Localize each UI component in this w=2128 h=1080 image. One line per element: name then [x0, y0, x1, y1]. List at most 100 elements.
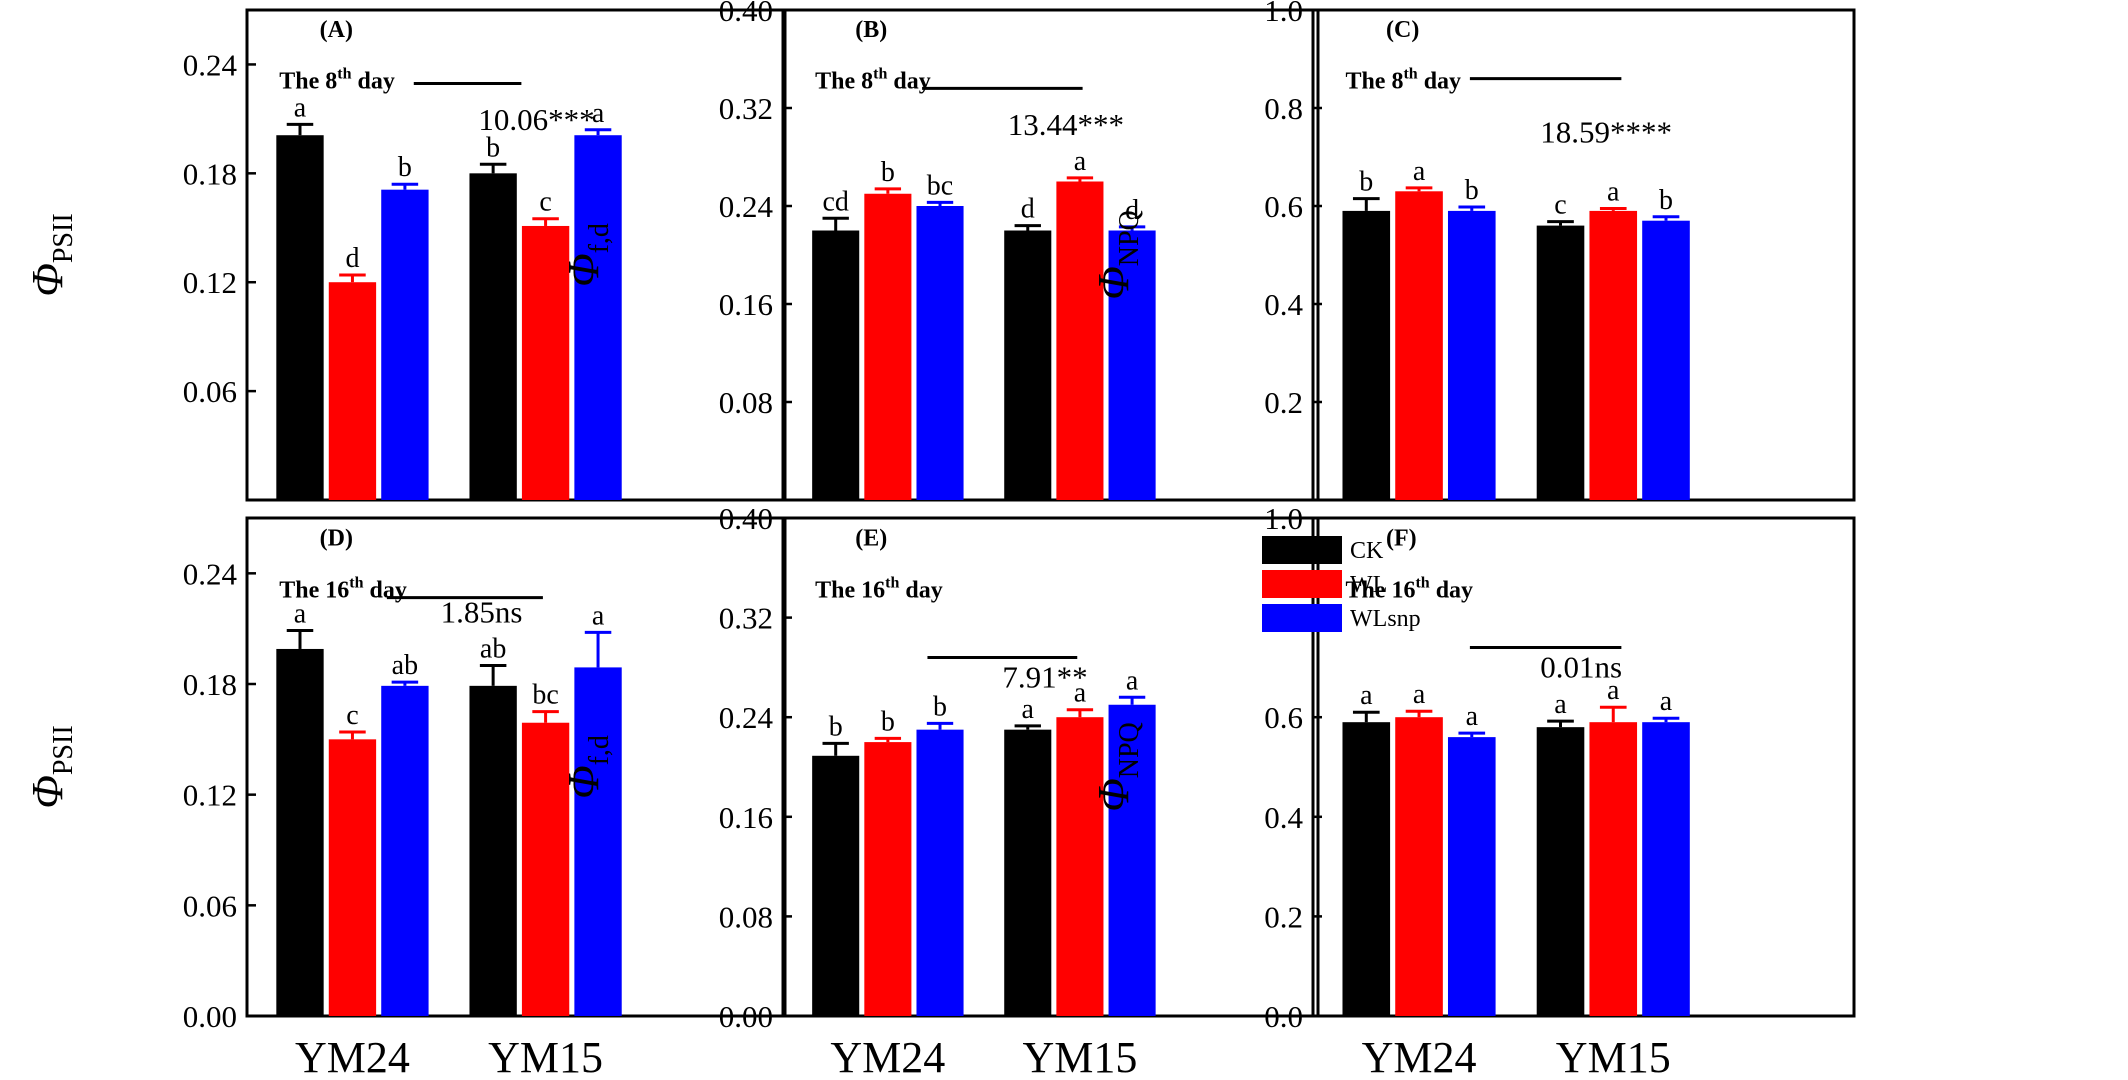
- y-tick-label: 0.6: [1264, 700, 1303, 735]
- bar-ck-ym24: [1342, 722, 1391, 1016]
- x-category-label: YM24: [1362, 1033, 1477, 1080]
- x-category-label: YM15: [1022, 1033, 1137, 1080]
- statistic-label: 7.91**: [1002, 659, 1087, 694]
- bar-ck-ym15: [1536, 727, 1585, 1016]
- day-label: The 16th day: [815, 575, 943, 604]
- significance-letter: a: [1466, 701, 1479, 732]
- legend-swatch-ck: [1262, 536, 1342, 564]
- y-tick-label: 0.06: [183, 374, 237, 409]
- day-label: The 8th day: [1345, 65, 1461, 94]
- y-tick-label: 0.6: [1264, 189, 1303, 224]
- x-category-label: YM15: [1556, 1033, 1671, 1080]
- significance-letter: a: [592, 98, 605, 129]
- y-tick-label: 0.4: [1264, 287, 1303, 322]
- bar-wl-ym15: [1056, 181, 1104, 500]
- bar-ck-ym24: [1342, 210, 1391, 500]
- significance-letter: b: [933, 691, 947, 722]
- x-category-label: YM24: [830, 1033, 945, 1080]
- significance-letter: a: [592, 600, 605, 631]
- legend: CK WL WLsnp: [1262, 536, 1421, 632]
- significance-letter: a: [1607, 176, 1620, 207]
- significance-letter: b: [881, 157, 895, 188]
- y-axis-label-subscript: NPQ: [1114, 722, 1145, 778]
- y-tick-label: 0.40: [719, 501, 773, 536]
- legend-swatch-wl: [1262, 570, 1342, 598]
- y-tick-label: 0.2: [1264, 899, 1303, 934]
- y-tick-label: 0.18: [183, 667, 237, 702]
- y-tick-label: 0.08: [719, 385, 773, 420]
- legend-label: WLsnp: [1350, 606, 1421, 632]
- panel-label: (E): [855, 525, 887, 551]
- y-tick-label: 1.0: [1264, 501, 1303, 536]
- y-tick-label: 0.32: [719, 91, 773, 126]
- y-axis-label-subscript: NPQ: [1114, 210, 1145, 266]
- significance-letter: c: [346, 700, 358, 731]
- significance-letter: a: [294, 599, 307, 630]
- bar-ck-ym15: [1536, 225, 1585, 500]
- y-tick-label: 0.16: [719, 800, 773, 835]
- bar-wl-ym24: [1395, 717, 1443, 1016]
- significance-letter: b: [829, 711, 843, 742]
- bar-wlsnp-ym15: [574, 667, 622, 1016]
- y-tick-label: 0.06: [183, 888, 237, 923]
- legend-swatch-wlsnp: [1262, 604, 1342, 632]
- significance-letter: a: [1554, 689, 1567, 720]
- y-tick-label: 0.0: [1264, 999, 1303, 1034]
- bar-wlsnp-ym24: [381, 685, 429, 1016]
- y-tick-label: 0.16: [719, 287, 773, 322]
- y-tick-label: 0.00: [183, 999, 237, 1034]
- x-category-label: YM15: [488, 1033, 603, 1080]
- y-tick-label: 0.40: [719, 0, 773, 28]
- legend-label: CK: [1350, 538, 1384, 564]
- bar-wl-ym24: [328, 282, 377, 500]
- statistic-label: 1.85ns: [441, 595, 523, 630]
- significance-letter: b: [398, 152, 412, 183]
- y-axis-label-subscript: f,d: [584, 223, 615, 253]
- statistic-label: 0.01ns: [1540, 649, 1622, 684]
- y-tick-label: 0.00: [719, 999, 773, 1034]
- significance-letter: a: [1360, 680, 1373, 711]
- bar-wlsnp-ym24: [381, 189, 429, 500]
- significance-letter: b: [1659, 185, 1673, 216]
- significance-letter: b: [1465, 175, 1479, 206]
- x-category-label: YM24: [295, 1033, 410, 1080]
- y-axis-label-subscript: PSII: [48, 213, 79, 263]
- y-axis-label: ΦPSII: [23, 213, 79, 296]
- panel-label: (D): [320, 525, 353, 551]
- bar-wlsnp-ym15: [1642, 220, 1690, 500]
- significance-letter: c: [1554, 190, 1566, 221]
- bar-ck-ym15: [1004, 230, 1052, 500]
- y-tick-label: 0.24: [719, 189, 774, 224]
- bar-ck-ym15: [1004, 729, 1052, 1016]
- significance-letter: a: [1413, 156, 1426, 187]
- significance-letter: a: [1126, 665, 1139, 696]
- bar-ck-ym24: [276, 135, 324, 500]
- significance-letter: d: [345, 243, 359, 274]
- bar-wlsnp-ym15: [1642, 722, 1690, 1016]
- bar-ck-ym24: [812, 230, 860, 500]
- bar-ck-ym24: [276, 648, 324, 1016]
- significance-letter: bc: [927, 170, 953, 201]
- day-label: The 16th day: [1345, 575, 1473, 604]
- bar-wlsnp-ym24: [916, 206, 964, 500]
- bar-wl-ym24: [1395, 191, 1443, 501]
- bar-ck-ym24: [812, 755, 860, 1016]
- significance-letter: a: [294, 92, 307, 123]
- y-tick-label: 0.24: [719, 700, 774, 735]
- bar-wlsnp-ym24: [1447, 210, 1496, 500]
- significance-letter: a: [1413, 679, 1426, 710]
- bar-wlsnp-ym24: [916, 729, 964, 1016]
- day-label: The 8th day: [279, 65, 395, 94]
- y-tick-label: 0.2: [1264, 385, 1303, 420]
- panel-label: (C): [1386, 17, 1419, 43]
- statistic-label: 18.59****: [1540, 114, 1672, 149]
- day-label: The 16th day: [279, 575, 407, 604]
- bar-wlsnp-ym24: [1447, 737, 1496, 1016]
- bar-wl-ym15: [1589, 722, 1638, 1016]
- bar-wl-ym24: [864, 742, 912, 1016]
